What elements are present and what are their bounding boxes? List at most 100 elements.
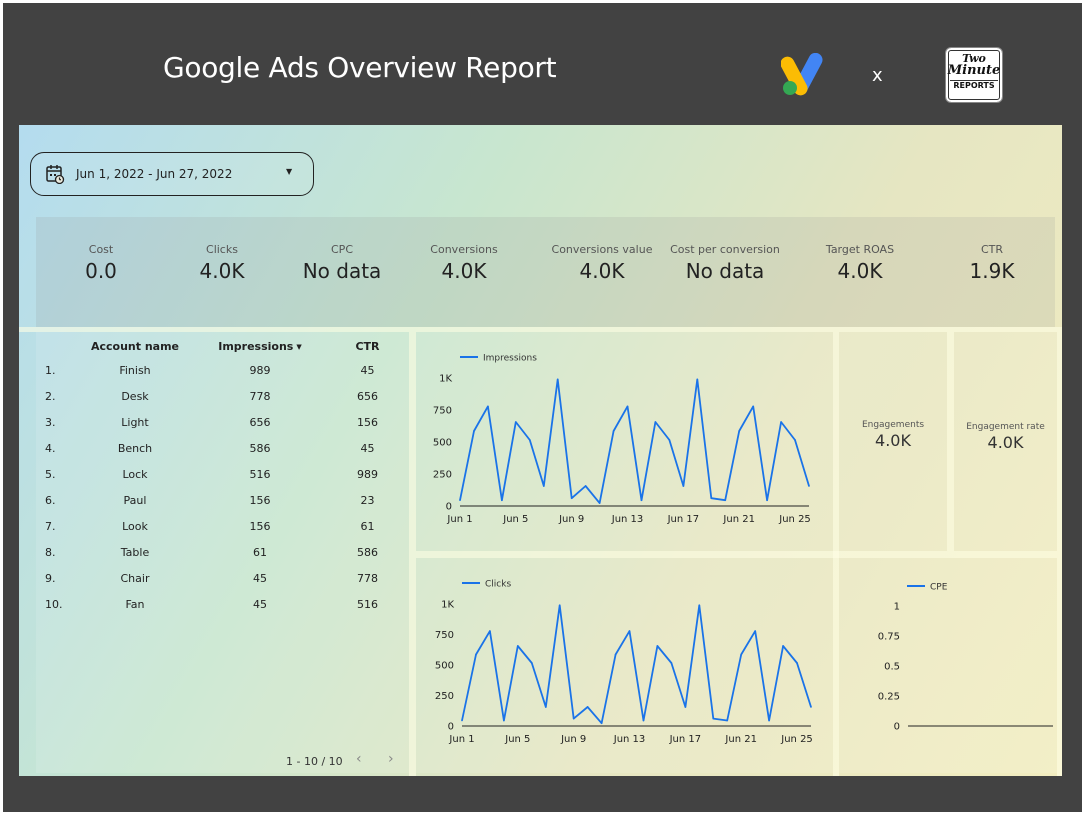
impressions-data-point [473,430,475,432]
account-table-panel: Account name Impressions ▼ CTR 1. Finish … [36,332,409,773]
clicks-chart-panel: Clicks 0 250 500 750 1K Jun 1 Jun 5 Jun 9 Jun 13 J… [416,558,833,773]
impressions-data-point [710,497,713,499]
clicks-data-point [782,645,784,647]
impressions-data-point [487,405,489,408]
kpi-value: 0.0 [85,259,117,283]
impressions-cell: 989 [249,363,271,377]
impressions-data-point [724,499,727,502]
impressions-data-point [668,439,671,441]
kpi-value: 4.0K [579,259,625,283]
ctr-cell: 516 [357,597,378,611]
kpi-scorecards: Cost 0.0 Clicks 4.0K CPC No data Convers… [36,217,1055,327]
column-header-account[interactable]: Account name [76,335,194,357]
y-tick-label: 750 [433,406,452,417]
kpi-value: No data [685,259,765,283]
impressions-data-point [515,421,517,423]
column-header-ctr[interactable]: CTR [326,335,409,357]
kpi-label: CPC [331,243,353,256]
divider [19,327,1062,332]
row-index: 10. [45,597,63,611]
index-header [36,335,76,357]
table-row: 10. Fan 45 516 [36,591,409,617]
column-header-label: Account name [90,339,180,353]
kpi-cpc: CPC No data [277,243,407,283]
row-index: 3. [45,415,56,429]
legend-label: Clicks [485,580,511,590]
logo-line-1: Two [962,52,986,65]
kpi-cost: Cost 0.0 [36,243,166,283]
logo-separator: x [872,65,883,86]
clicks-data-point [614,653,617,656]
clicks-data-point [531,662,533,664]
date-range-label: Jun 1, 2022 - Jun 27, 2022 [76,167,233,181]
cpe-chart-panel: CPE 0 0.25 0.5 0.75 1 [839,558,1057,773]
account-name-cell: Bench [117,441,153,455]
account-name-cell: Table [120,545,150,559]
calendar-icon [46,165,65,184]
row-index: 1. [45,363,56,377]
x-tick-label: Jun 21 [722,514,755,525]
row-index: 7. [45,519,56,533]
impressions-data-point [459,499,461,502]
impressions-cell: 586 [249,441,271,455]
impressions-data-point [780,421,782,423]
impressions-data-point [626,405,629,408]
impressions-cell: 156 [249,493,271,507]
two-minute-reports-logo: Two Minute REPORTS [945,47,1003,103]
column-header-impressions[interactable]: Impressions ▼ [194,335,326,357]
y-tick-label: 0.25 [878,692,900,703]
account-name-cell: Chair [120,571,150,585]
ctr-cell: 656 [357,389,378,403]
date-range-picker[interactable]: Jun 1, 2022 - Jun 27, 2022 ▼ [30,152,314,196]
x-tick-label: Jun 17 [669,734,702,745]
impressions-cell: 156 [249,519,271,533]
clicks-data-point [558,604,561,607]
kpi-value: 4.0K [441,259,487,283]
y-tick-label: 1K [441,600,454,611]
x-tick-label: Jun 17 [667,514,700,525]
impressions-data-point [696,378,699,381]
account-name-cell: Fan [125,597,145,611]
metric-label: Engagements [861,420,925,430]
kpi-label: Cost [88,243,114,256]
y-tick-label: 0 [446,502,452,513]
ctr-cell: 156 [357,415,378,429]
table-row: 1. Finish 989 45 [36,357,409,383]
chevron-right-icon[interactable]: › [388,751,394,767]
clicks-data-point [461,719,463,722]
clicks-data-point [517,645,519,647]
clicks-data-point [810,706,812,708]
impressions-data-point [752,405,754,408]
impressions-data-point [612,430,615,432]
clicks-data-point [586,706,589,708]
x-tick-label: Jun 13 [613,734,646,745]
column-header-label: CTR [355,339,380,353]
account-name-cell: Paul [123,493,147,507]
kpi-target-roas: Target ROAS 4.0K [795,243,925,283]
account-name-cell: Desk [121,389,149,403]
kpi-label: Target ROAS [825,243,895,256]
clicks-data-point [754,630,756,632]
divider [1057,332,1062,776]
kpi-value: 4.0K [837,259,883,283]
clicks-data-point [670,662,673,664]
table-row: 8. Table 61 586 [36,539,409,565]
sort-desc-icon: ▼ [296,342,302,351]
kpi-clicks: Clicks 4.0K [157,243,287,283]
ctr-cell: 45 [360,441,375,455]
divider [409,332,416,776]
engagement-rate-scorecard: Engagement rate 4.0K [954,332,1057,551]
chevron-left-icon[interactable]: ‹ [356,751,362,767]
impressions-cell: 656 [249,415,271,429]
metric-value: 4.0K [987,433,1024,452]
y-tick-label: 750 [435,630,454,641]
y-tick-label: 0 [448,722,454,733]
table-row: 4. Bench 586 45 [36,435,409,461]
x-tick-label: Jun 1 [448,734,474,745]
impressions-series-line [459,378,810,505]
account-table: Account name Impressions ▼ CTR 1. Finish … [36,335,409,617]
clicks-data-point [628,630,631,632]
row-index: 4. [45,441,56,455]
kpi-value: No data [302,259,382,283]
impressions-data-point [654,421,657,423]
